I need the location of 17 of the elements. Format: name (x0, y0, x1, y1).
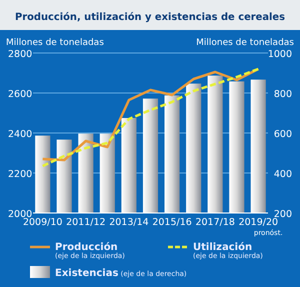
y-tick-label: 2800 (8, 49, 32, 60)
x-tick-label: 2011/12 (66, 217, 106, 228)
y-tick-label: 2200 (8, 169, 32, 180)
y-tick-label: 2400 (8, 129, 32, 140)
y2-tick-label: 800 (274, 89, 292, 100)
y-tick-label: 2600 (8, 89, 32, 100)
y2-tick-label: 400 (274, 169, 292, 180)
x-tick-label: 2009/10 (22, 217, 62, 228)
y-axis-title: Millones de toneladas (6, 38, 104, 48)
y2-tick-label: 1000 (268, 49, 292, 60)
y2-tick-label: 600 (274, 129, 292, 140)
x-tick-label: 2015/16 (152, 217, 192, 228)
chart-title: Producción, utilización y existencias de cereales (15, 12, 288, 23)
x-tick-label: 2017/18 (195, 217, 235, 228)
x-tick-label: 2019/20 (238, 217, 278, 228)
y2-axis-title: Millones de toneladas (196, 38, 294, 48)
x-tick-label: 2013/14 (109, 217, 149, 228)
